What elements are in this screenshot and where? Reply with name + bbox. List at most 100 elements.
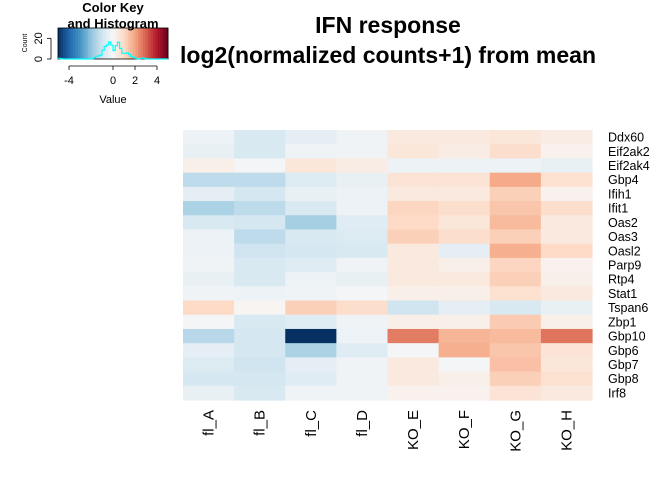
- row-label: Ifit1: [608, 202, 628, 216]
- heatmap-cell: [540, 215, 593, 231]
- heatmap-cell: [438, 272, 491, 287]
- row-label: Gbp8: [608, 372, 639, 386]
- heatmap-cell: [438, 158, 491, 174]
- heatmap-cell: [285, 314, 337, 330]
- row-label: Oas2: [608, 216, 638, 230]
- heatmap-cell: [387, 243, 440, 259]
- column-labels: fl_A fl_B fl_C fl_D KO_E KO_F KO_G KO_H: [201, 410, 576, 452]
- row-label: Oas3: [608, 230, 638, 244]
- heatmap-cell: [183, 286, 235, 302]
- heatmap-cell: [387, 186, 440, 202]
- chart-title: IFN response log2(normalized counts+1) fr…: [180, 12, 596, 68]
- heatmap-cell: [183, 272, 235, 287]
- color-key-swatch: [80, 28, 84, 59]
- heatmap-cell: [285, 371, 337, 387]
- column-label: KO_E: [405, 410, 422, 450]
- heatmap-cell: [234, 243, 286, 259]
- color-key-swatch: [163, 28, 166, 59]
- heatmap-cell: [336, 300, 389, 316]
- heatmap-cell: [336, 144, 389, 160]
- color-key-x-tick-label: -4: [64, 75, 74, 87]
- heatmap-cell: [183, 144, 235, 160]
- heatmap-cell: [489, 257, 542, 273]
- heatmap-cell: [489, 357, 542, 373]
- heatmap-cell: [285, 201, 337, 216]
- column-label: fl_D: [354, 410, 371, 437]
- heatmap-cell: [438, 314, 491, 330]
- heatmap-cell: [285, 215, 337, 231]
- chart-title-line-1: IFN response: [315, 12, 461, 38]
- row-label: Eif2ak2: [608, 145, 650, 159]
- color-key-x-label: Value: [99, 94, 126, 106]
- heatmap-cell: [489, 371, 542, 387]
- heatmap-cell: [234, 158, 286, 174]
- heatmap-cell: [285, 286, 337, 302]
- heatmap-cell: [438, 130, 491, 145]
- color-key-swatch: [95, 28, 99, 59]
- heatmap-cell: [234, 300, 286, 316]
- column-label: KO_G: [507, 410, 524, 452]
- heatmap-cell: [387, 343, 440, 358]
- heatmap-cell: [540, 229, 593, 245]
- heatmap-cell: [540, 300, 593, 316]
- heatmap-cell: [387, 328, 440, 344]
- heatmap-cell: [336, 257, 389, 273]
- heatmap-cell: [183, 328, 235, 344]
- color-key-swatch: [153, 28, 156, 59]
- heatmap-cell: [234, 286, 286, 302]
- heatmap-cell: [438, 343, 491, 358]
- row-label: Rtp4: [608, 273, 634, 287]
- heatmap-cell: [387, 300, 440, 316]
- heatmap-cells: [183, 130, 593, 401]
- heatmap-cell: [489, 314, 542, 330]
- heatmap-cell: [489, 343, 542, 358]
- heatmap-cell: [387, 371, 440, 387]
- color-key-swatch: [165, 28, 169, 59]
- heatmap-cell: [489, 243, 542, 259]
- heatmap-cell: [234, 314, 286, 330]
- color-key-frame: [57, 27, 169, 60]
- color-key-swatch: [73, 28, 76, 59]
- row-label: Gbp7: [608, 358, 639, 372]
- row-labels: Ddx60Eif2ak2Eif2ak4Gbp4Ifih1Ifit1Oas2Oas…: [608, 131, 650, 401]
- heatmap-cell: [540, 272, 593, 287]
- color-key-swatch: [98, 28, 101, 59]
- heatmap-cell: [234, 172, 286, 188]
- heatmap-cell: [540, 371, 593, 387]
- heatmap-cell: [285, 328, 337, 344]
- row-label: Parp9: [608, 259, 641, 273]
- heatmap-cell: [489, 186, 542, 202]
- heatmap-cell: [234, 144, 286, 160]
- heatmap-cell: [336, 357, 389, 373]
- color-key-swatch: [125, 28, 129, 59]
- heatmap-cell: [336, 371, 389, 387]
- row-label: Eif2ak4: [608, 159, 650, 173]
- heatmap-cell: [540, 286, 593, 302]
- heatmap-cell: [336, 130, 389, 145]
- heatmap-cell: [540, 314, 593, 330]
- heatmap-cell: [285, 343, 337, 358]
- heatmap-cell: [285, 300, 337, 316]
- heatmap-cell: [438, 144, 491, 160]
- heatmap-cell: [489, 144, 542, 160]
- heatmap-cell: [183, 130, 235, 145]
- heatmap-cell: [489, 158, 542, 174]
- heatmap-cell: [540, 186, 593, 202]
- heatmap-cell: [336, 215, 389, 231]
- heatmap-cell: [234, 272, 286, 287]
- color-key-swatch: [120, 28, 124, 59]
- heatmap-cell: [438, 215, 491, 231]
- heatmap-cell: [336, 286, 389, 302]
- heatmap-cell: [387, 229, 440, 245]
- heatmap-cell: [285, 357, 337, 373]
- color-key-swatch: [93, 28, 96, 59]
- heatmap-cell: [336, 186, 389, 202]
- heatmap-cell: [489, 130, 542, 145]
- heatmap-cell: [234, 343, 286, 358]
- heatmap-cell: [489, 172, 542, 188]
- color-key-swatch: [105, 28, 109, 59]
- heatmap-cell: [438, 300, 491, 316]
- color-key-subtitle: and Histogram: [67, 16, 158, 31]
- color-key-swatch: [58, 28, 61, 59]
